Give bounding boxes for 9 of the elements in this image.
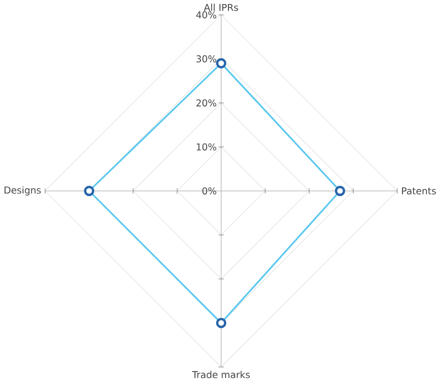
y-tick-label: 30% — [196, 55, 216, 63]
y-tick-label: 0% — [202, 187, 216, 195]
spoke-label: Patents — [402, 187, 436, 194]
spoke-label: All IPRs — [204, 4, 238, 12]
spoke-label: Designs — [4, 186, 41, 196]
y-tick-label: 20% — [196, 99, 216, 107]
y-tick-label: 40% — [196, 11, 216, 19]
y-tick-label: 10% — [196, 143, 216, 151]
spoke-label: Trade marks — [192, 370, 250, 378]
